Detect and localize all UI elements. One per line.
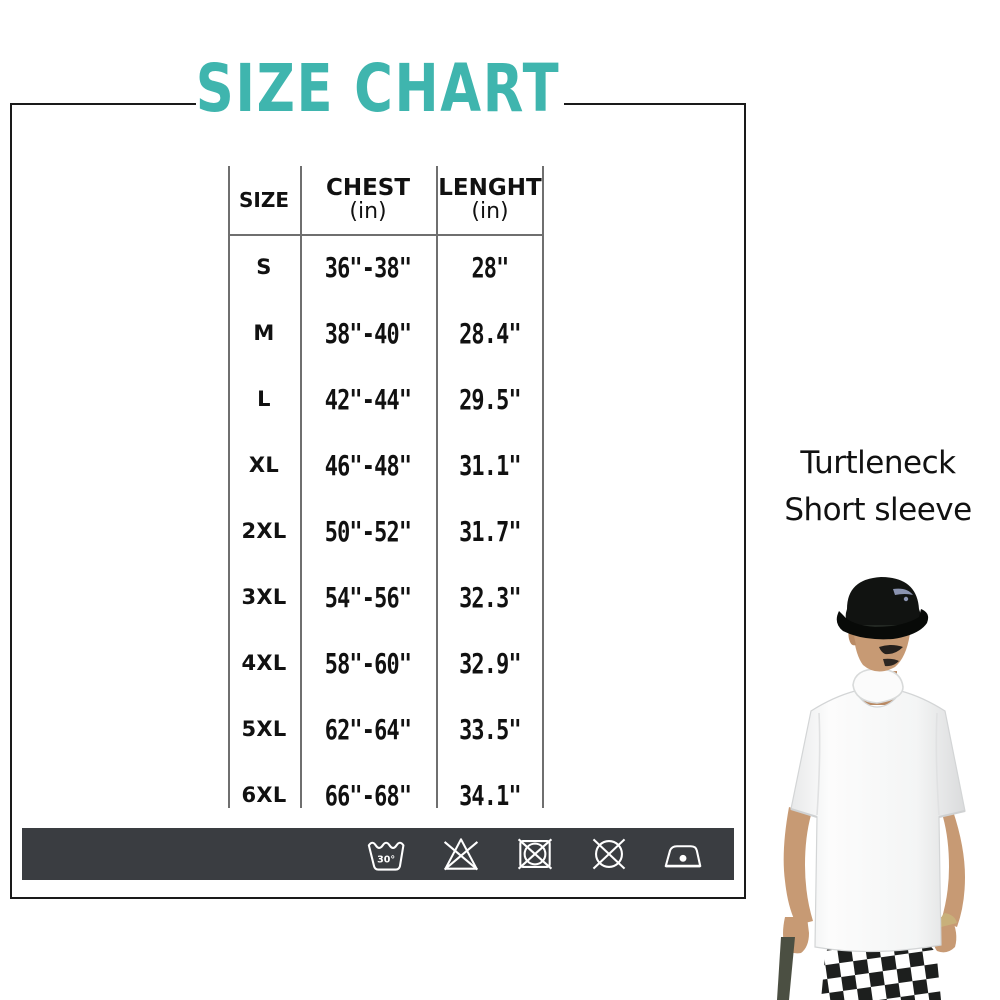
cell-chest: 46"-48" [324, 448, 412, 482]
size-table: SIZE CHEST (in) LENGHT (in) S 36"-38" [228, 166, 544, 828]
cell-size: S [256, 255, 272, 279]
care-instructions-bar: 30° [22, 828, 734, 880]
model-left-sleeve-hem [790, 808, 818, 818]
do-not-bleach-icon [443, 838, 479, 871]
iron-low-icon [664, 845, 702, 868]
table-row: 2XL 50"-52" 31.7" [228, 498, 544, 564]
cell-chest: 62"-64" [324, 712, 412, 746]
table-rule-left [228, 166, 230, 808]
cell-size: 5XL [241, 717, 287, 741]
cell-size: XL [248, 453, 280, 477]
table-row: L 42"-44" 29.5" [228, 366, 544, 432]
product-name-line2: Short sleeve [784, 491, 972, 528]
model-right-shoulder-seam [935, 712, 940, 816]
cell-size: 4XL [241, 651, 287, 675]
table-row: S 36"-38" 28" [228, 234, 544, 300]
column-header-length-label: LENGHT [438, 175, 542, 202]
cell-length: 29.5" [459, 382, 522, 416]
title-notch [196, 92, 564, 116]
do-not-dry-clean-icon [592, 838, 626, 870]
cell-size: 2XL [241, 519, 287, 543]
table-row: 4XL 58"-60" 32.9" [228, 630, 544, 696]
model-tshirt [790, 690, 966, 953]
column-header-chest-label: CHEST [325, 175, 411, 202]
model-right-arm [941, 811, 965, 927]
column-header-chest: CHEST (in) [300, 166, 436, 234]
model-bucket-hat [836, 577, 929, 640]
table-rule-col1 [300, 166, 302, 808]
cell-length: 32.3" [459, 580, 522, 614]
column-header-length-unit: (in) [471, 198, 509, 224]
table-row: 6XL 66"-68" 34.1" [228, 762, 544, 828]
column-header-size-label: SIZE [238, 187, 289, 212]
table-header-row: SIZE CHEST (in) LENGHT (in) [228, 166, 544, 234]
product-description: Turtleneck Short sleeve [756, 440, 1000, 533]
model-turtleneck-collar [852, 668, 904, 704]
cell-length: 31.7" [459, 514, 522, 548]
column-header-size: SIZE [228, 166, 300, 234]
cell-length: 33.5" [459, 712, 522, 746]
model-left-shoulder-seam [816, 712, 821, 816]
cell-size: L [257, 387, 271, 411]
table-row: XL 46"-48" 31.1" [228, 432, 544, 498]
cell-chest: 36"-38" [324, 250, 412, 284]
product-model-photo [755, 565, 1000, 1000]
cell-chest: 58"-60" [324, 646, 412, 680]
cell-chest: 66"-68" [324, 778, 412, 812]
cell-chest: 38"-40" [324, 316, 412, 350]
model-moustache [879, 645, 903, 655]
model-right-sleeve-hem [938, 810, 966, 818]
column-header-chest-unit: (in) [349, 198, 387, 224]
table-row: 3XL 54"-56" 32.3" [228, 564, 544, 630]
table-rule-right [542, 166, 544, 808]
cell-size: 3XL [241, 585, 287, 609]
cell-size: 6XL [241, 783, 287, 807]
cell-chest: 42"-44" [324, 382, 412, 416]
model-wristwatch [940, 913, 957, 927]
model-left-arm [783, 807, 813, 925]
cell-length: 34.1" [459, 778, 522, 812]
cell-length: 28.4" [459, 316, 522, 350]
model-beard [883, 658, 899, 667]
size-table-container: SIZE CHEST (in) LENGHT (in) S 36"-38" [228, 166, 544, 812]
cell-chest: 54"-56" [324, 580, 412, 614]
product-name-line1: Turtleneck [800, 445, 956, 481]
svg-text:30°: 30° [377, 855, 395, 866]
cell-size: M [253, 321, 275, 345]
model-held-object [777, 937, 795, 1000]
do-not-tumble-dry-icon [517, 838, 553, 870]
table-row: 5XL 62"-64" 33.5" [228, 696, 544, 762]
column-header-length: LENGHT (in) [436, 166, 544, 234]
cell-length: 28" [471, 250, 509, 284]
model-pants [821, 943, 941, 1000]
cell-length: 32.9" [459, 646, 522, 680]
wash-30-icon: 30° [367, 841, 405, 871]
cell-length: 31.1" [459, 448, 522, 482]
table-row: M 38"-40" 28.4" [228, 300, 544, 366]
page-title: SIZE CHART [195, 50, 561, 127]
cell-chest: 50"-52" [324, 514, 412, 548]
table-rule-header [228, 234, 544, 236]
table-rule-col2 [436, 166, 438, 808]
